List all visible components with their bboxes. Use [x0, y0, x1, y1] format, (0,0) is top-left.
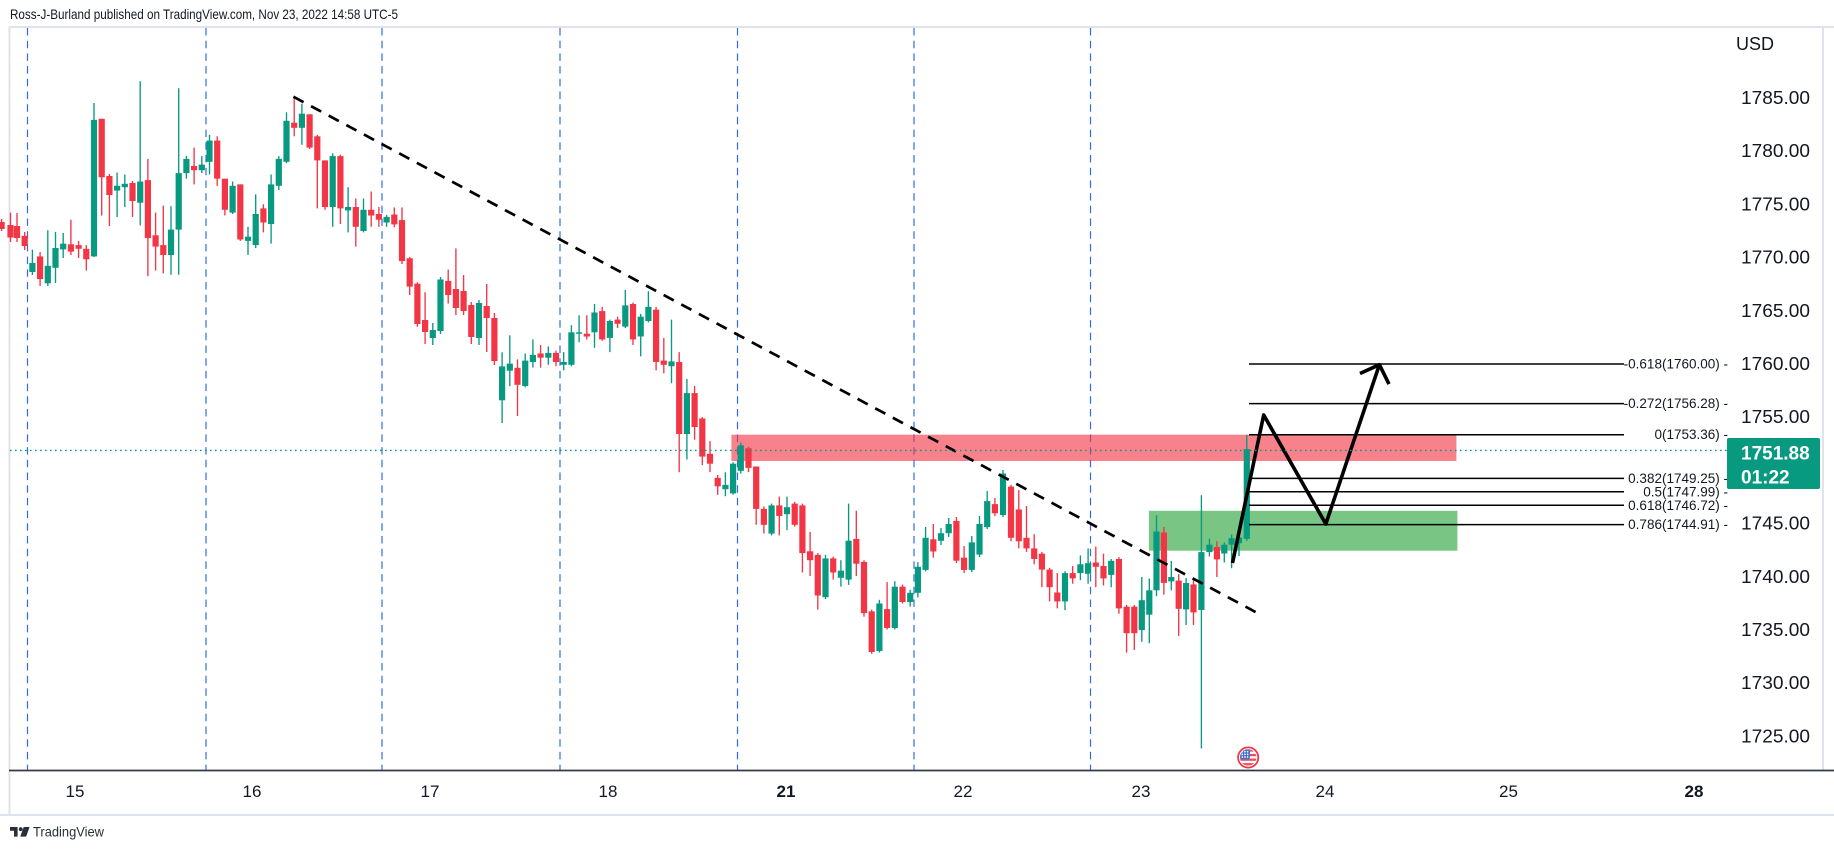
svg-text:0(1753.36) -: 0(1753.36) -	[1654, 427, 1728, 442]
svg-text:21: 21	[777, 782, 796, 801]
svg-text:1780.00: 1780.00	[1741, 141, 1810, 161]
svg-text:USD: USD	[1736, 34, 1774, 54]
svg-text:Ross-J-Burland published on Tr: Ross-J-Burland published on TradingView.…	[10, 6, 398, 22]
svg-text:1751.88: 1751.88	[1741, 444, 1810, 465]
svg-text:1735.00: 1735.00	[1741, 620, 1810, 640]
svg-text:01:22: 01:22	[1741, 468, 1790, 489]
svg-text:0.5(1747.99) -: 0.5(1747.99) -	[1643, 484, 1728, 499]
svg-text:1755.00: 1755.00	[1741, 407, 1810, 427]
svg-text:1745.00: 1745.00	[1741, 514, 1810, 534]
svg-text:TradingView: TradingView	[33, 824, 105, 840]
svg-text:1730.00: 1730.00	[1741, 673, 1810, 693]
svg-text:1765.00: 1765.00	[1741, 301, 1810, 321]
svg-text:22: 22	[954, 782, 973, 801]
svg-text:25: 25	[1499, 782, 1518, 801]
svg-text:0.382(1749.25) -: 0.382(1749.25) -	[1628, 471, 1728, 486]
svg-text:18: 18	[599, 782, 618, 801]
svg-text:1775.00: 1775.00	[1741, 194, 1810, 214]
svg-text:1725.00: 1725.00	[1741, 726, 1810, 746]
svg-text:0.618(1746.72) -: 0.618(1746.72) -	[1628, 498, 1728, 513]
svg-text:1740.00: 1740.00	[1741, 567, 1810, 587]
svg-text:15: 15	[66, 782, 85, 801]
svg-text:24: 24	[1316, 782, 1335, 801]
svg-text:-0.272(1756.28) -: -0.272(1756.28) -	[1624, 396, 1728, 411]
svg-text:1760.00: 1760.00	[1741, 354, 1810, 374]
svg-text:-0.618(1760.00) -: -0.618(1760.00) -	[1624, 357, 1728, 372]
svg-text:16: 16	[243, 782, 262, 801]
svg-text:23: 23	[1132, 782, 1151, 801]
svg-text:17: 17	[421, 782, 440, 801]
svg-text:28: 28	[1685, 782, 1704, 801]
svg-text:1770.00: 1770.00	[1741, 248, 1810, 268]
svg-text:0.786(1744.91) -: 0.786(1744.91) -	[1628, 517, 1728, 532]
svg-text:1785.00: 1785.00	[1741, 88, 1810, 108]
